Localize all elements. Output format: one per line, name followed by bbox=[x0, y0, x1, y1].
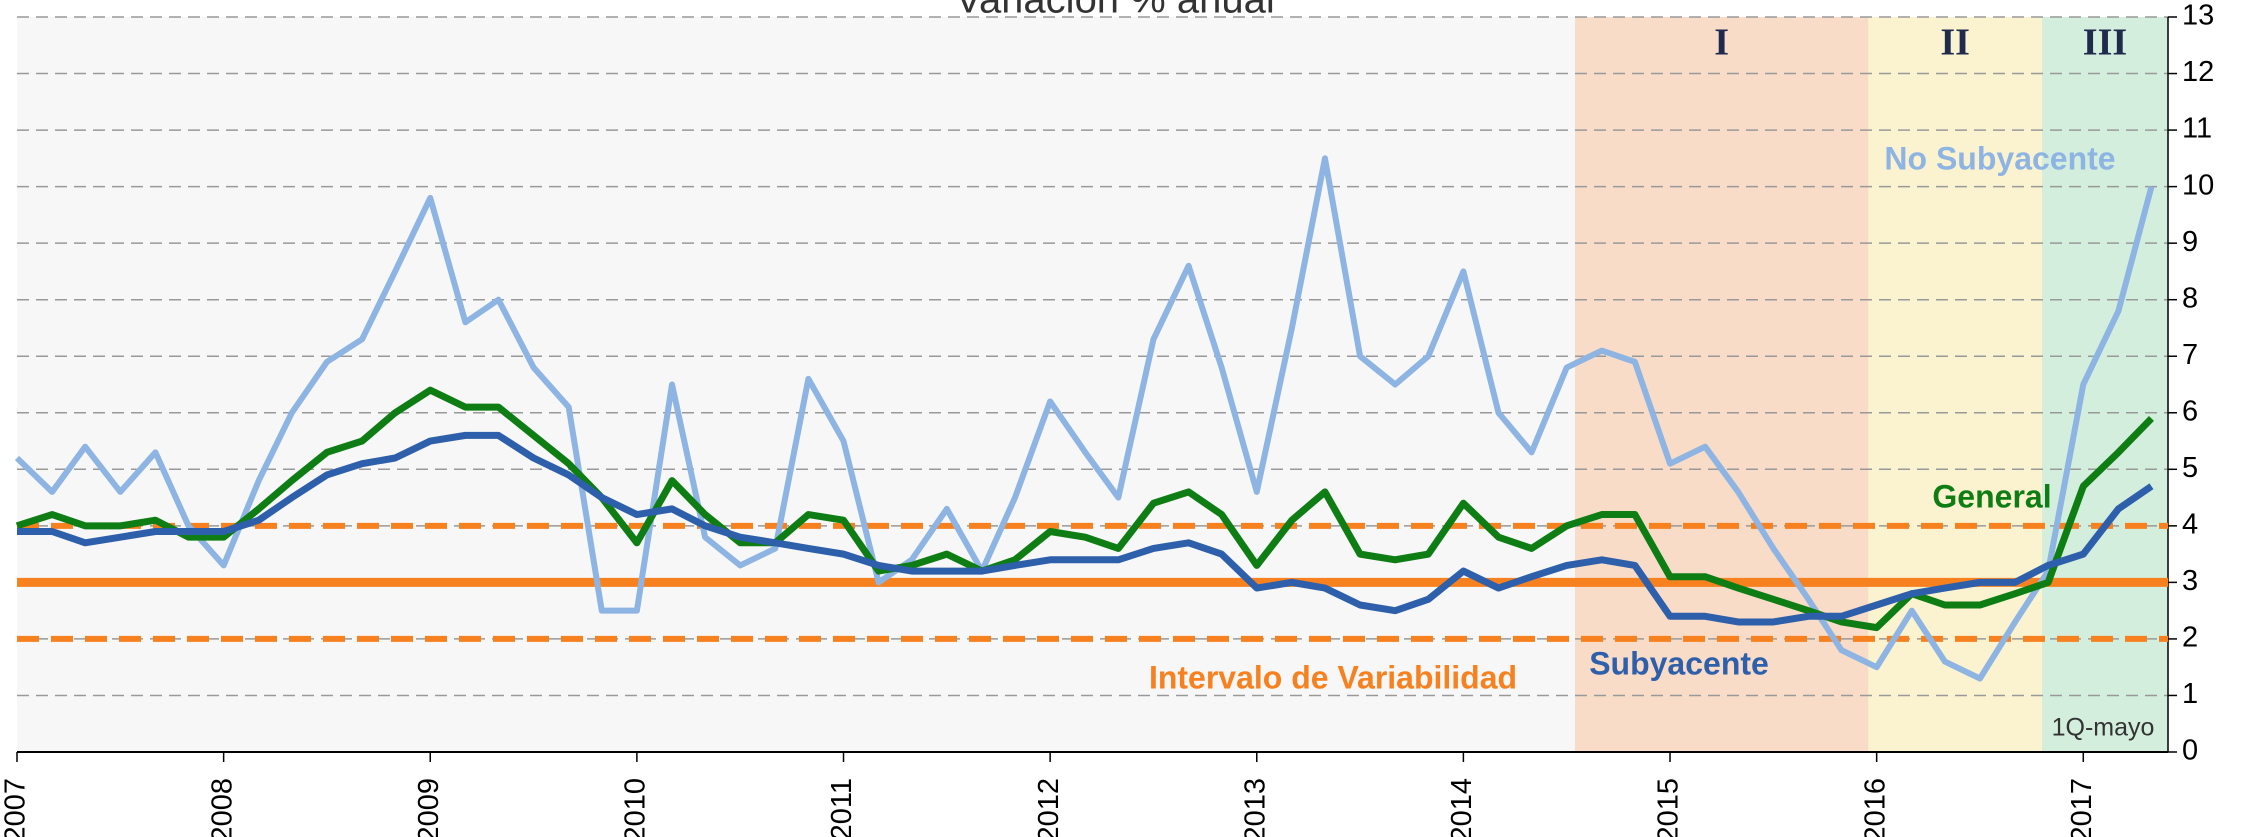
x-tick-label: 2011 bbox=[826, 778, 858, 837]
period-label: I bbox=[1714, 22, 1729, 64]
period-band bbox=[2041, 17, 2168, 752]
x-tick-label: 2015 bbox=[1653, 778, 1685, 837]
y-tick-label: 2 bbox=[2182, 622, 2198, 654]
y-tick-label: 11 bbox=[2182, 113, 2212, 145]
period-band bbox=[1574, 17, 1869, 752]
series-line bbox=[17, 431, 2154, 626]
y-tick-label: 4 bbox=[2182, 509, 2198, 541]
y-tick-label: 10 bbox=[2182, 169, 2214, 201]
series-line bbox=[14, 155, 2155, 682]
y-tick-label: 6 bbox=[2182, 395, 2198, 427]
y-tick-label: 0 bbox=[2182, 735, 2198, 767]
x-tick-label: 2007 bbox=[0, 778, 32, 837]
x-tick-label: 2013 bbox=[1239, 778, 1271, 837]
chart-title: Variación % anual bbox=[955, 0, 1274, 22]
x-tick-label: 2010 bbox=[620, 778, 652, 837]
x-tick-label: 2009 bbox=[413, 778, 445, 837]
series-line bbox=[15, 386, 2154, 632]
y-tick-label: 7 bbox=[2182, 339, 2198, 371]
x-tick-label: 2008 bbox=[206, 778, 238, 837]
interval-label: Intervalo de Variabilidad bbox=[1149, 659, 1517, 695]
y-tick-label: 12 bbox=[2182, 56, 2214, 88]
period-label: II bbox=[1940, 22, 1970, 64]
series-label: General bbox=[1932, 478, 2051, 514]
series-label: Subyacente bbox=[1589, 645, 1769, 681]
y-tick-label: 13 bbox=[2182, 0, 2214, 32]
period-label: III bbox=[2083, 22, 2127, 64]
y-tick-label: 5 bbox=[2182, 452, 2198, 484]
x-tick-label: 2014 bbox=[1446, 778, 1478, 837]
y-tick-label: 3 bbox=[2182, 565, 2198, 597]
annotation: 1Q-mayo bbox=[2052, 714, 2155, 742]
y-tick-label: 9 bbox=[2182, 226, 2198, 258]
x-tick-label: 2012 bbox=[1033, 778, 1065, 837]
series-label: No Subyacente bbox=[1884, 140, 2115, 176]
y-tick-label: 1 bbox=[2182, 678, 2198, 710]
x-tick-label: 2017 bbox=[2066, 778, 2098, 837]
y-tick-label: 8 bbox=[2182, 282, 2198, 314]
x-tick-label: 2016 bbox=[1859, 778, 1891, 837]
